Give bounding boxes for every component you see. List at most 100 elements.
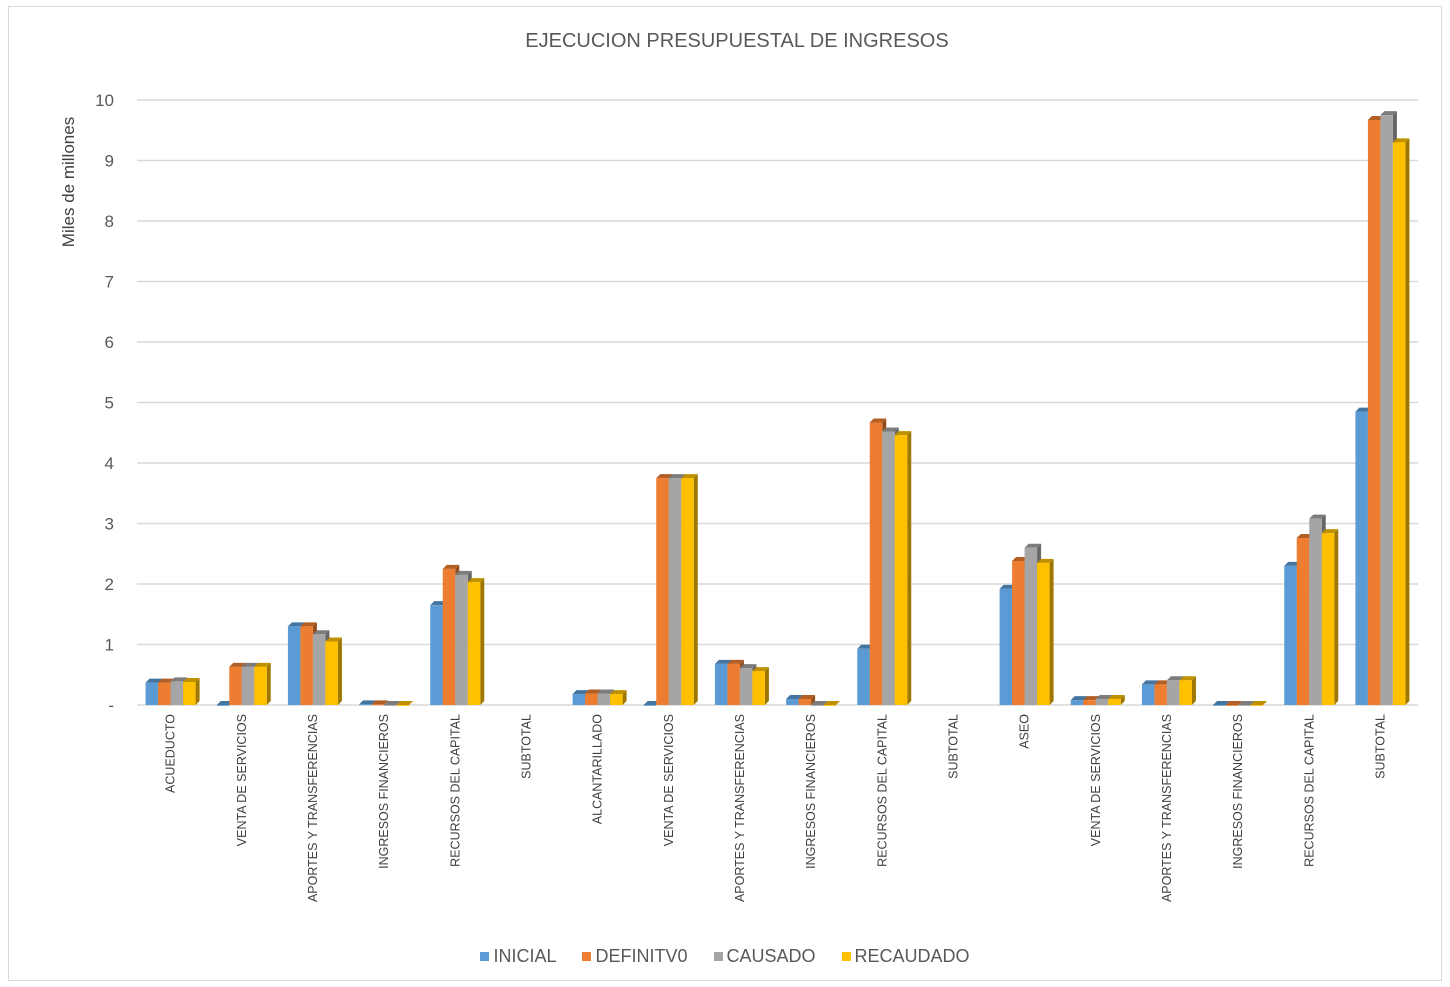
bar-top (668, 474, 686, 479)
bar-front (811, 705, 824, 706)
bar-top (1213, 701, 1230, 705)
bar-side (1334, 529, 1339, 705)
bar-top (643, 701, 661, 705)
bar-top (158, 678, 175, 683)
x-tick-label: INGRESOS FINANCIEROS (1231, 714, 1245, 869)
bar-top (430, 601, 447, 606)
bar-top (752, 667, 769, 672)
bar-front (1012, 561, 1025, 705)
bar-front (1309, 518, 1322, 705)
bar-front (894, 435, 908, 705)
x-tick-label: RECURSOS DEL CAPITAL (1302, 714, 1316, 867)
y-tick-label: 2 (105, 575, 114, 594)
bar-top (597, 689, 615, 694)
bar-top (1296, 534, 1314, 539)
bar-front (1037, 562, 1050, 705)
x-tick-label: RECURSOS DEL CAPITAL (448, 714, 462, 867)
legend-label: INICIAL (493, 946, 557, 966)
bar-front (1166, 680, 1180, 705)
bar-top (894, 431, 912, 436)
x-tick-label: SUBTOTAL (946, 714, 960, 779)
legend-swatch (582, 952, 592, 961)
legend-label: RECAUDADO (854, 946, 970, 966)
x-tick-label: APORTES Y TRANSFERENCIAS (306, 714, 320, 902)
bar-top (1238, 701, 1255, 705)
y-axis-label: Miles de millones (59, 117, 78, 247)
bar-front (1108, 698, 1121, 705)
x-tick-label: INGRESOS FINANCIEROS (377, 714, 391, 869)
bar-top (1179, 676, 1196, 681)
bar-top (999, 584, 1017, 589)
bar-front (1179, 680, 1192, 705)
bar-top (1095, 694, 1113, 699)
bar-definitv0 (798, 694, 816, 705)
bar-top (1367, 115, 1385, 120)
bar-front (610, 694, 623, 705)
bar-front (241, 666, 255, 705)
bar-top (1380, 111, 1397, 116)
bar-front (1213, 705, 1226, 706)
bar-top (1154, 680, 1171, 685)
bar-top (1309, 514, 1326, 519)
bar-front (752, 671, 765, 705)
bar-front (1296, 538, 1310, 705)
bar-side (1120, 694, 1125, 705)
legend-label: DEFINITV0 (595, 946, 688, 966)
bar-recaudado (1179, 676, 1196, 705)
y-tick-label: 10 (95, 91, 114, 110)
bar-front (727, 663, 740, 705)
y-tick-label: 8 (105, 212, 114, 231)
bar-front (1380, 115, 1393, 705)
legend-swatch (480, 952, 490, 961)
bar-front (158, 682, 171, 705)
bar-front (572, 694, 586, 705)
x-tick-label: APORTES Y TRANSFERENCIAS (733, 714, 747, 902)
legend-item-definitv0: DEFINITV0 (582, 946, 688, 967)
bar-top (656, 474, 673, 479)
bar-front (786, 698, 799, 705)
bar-recaudado (325, 637, 342, 705)
bar-front (714, 663, 728, 705)
bar-side (811, 694, 816, 705)
x-tick-label: VENTA DE SERVICIOS (235, 714, 249, 846)
bar-top (681, 474, 698, 479)
bar-recaudado (1037, 558, 1054, 705)
bar-front (371, 704, 385, 706)
y-tick-label: 7 (105, 273, 114, 292)
bar-front (643, 705, 657, 706)
bar-inicial (643, 701, 661, 706)
bar-front (668, 478, 682, 705)
chart-legend: INICIAL DEFINITV0 CAUSADO RECAUDADO (0, 946, 1450, 967)
bar-front (1250, 705, 1264, 706)
bar-top (1225, 701, 1243, 705)
bar-front (145, 682, 159, 705)
bar-top (1250, 701, 1268, 705)
bar-top (786, 694, 803, 699)
y-tick-label: - (108, 696, 114, 715)
bar-front (681, 478, 694, 705)
bar-front (1225, 705, 1239, 706)
bar-top (610, 690, 627, 695)
bar-front (216, 705, 230, 706)
bar-top (1108, 694, 1125, 699)
bar-front (359, 704, 372, 706)
x-tick-label: ASEO (1018, 714, 1032, 749)
bar-front (1284, 565, 1297, 705)
bar-top (183, 678, 200, 683)
bar-front (229, 666, 242, 705)
bar-front (384, 705, 397, 706)
bar-front (300, 626, 313, 705)
bar-front (467, 582, 481, 705)
y-tick-label: 9 (105, 152, 114, 171)
bar-front (442, 568, 456, 705)
bar-front (1355, 411, 1368, 705)
bar-recaudado (610, 690, 627, 705)
bar-top (882, 427, 899, 432)
bar-definitv0 (371, 700, 389, 706)
bar-top (300, 622, 317, 627)
bar-recaudado (752, 667, 769, 705)
bar-inicial (1213, 701, 1230, 706)
bar-front (455, 574, 468, 705)
legend-label: CAUSADO (726, 946, 816, 966)
